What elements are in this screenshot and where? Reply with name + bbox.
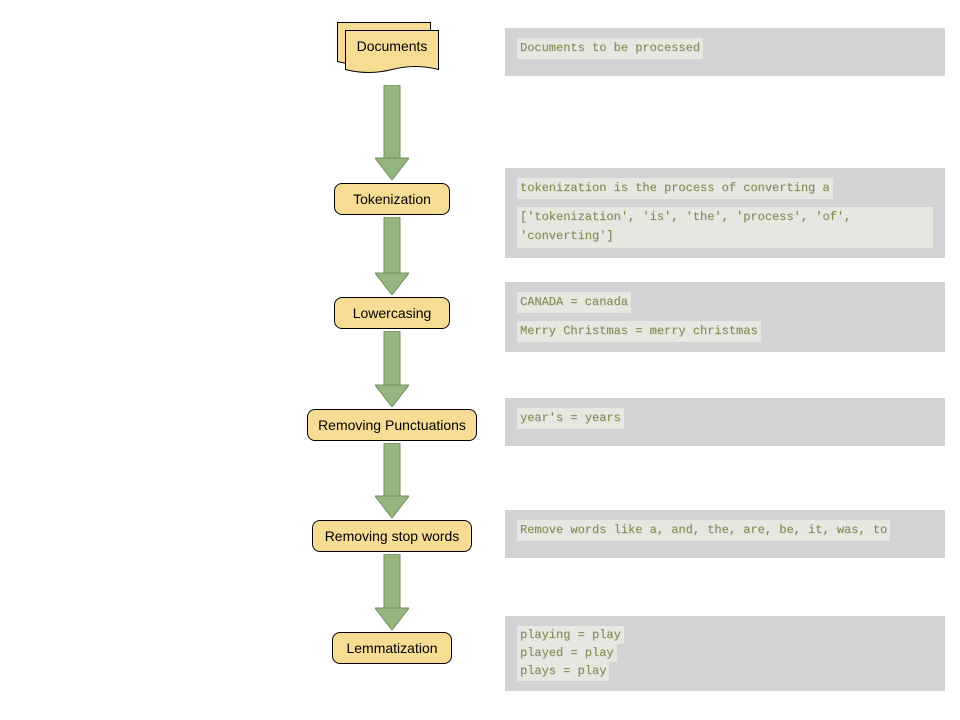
step-label: Lowercasing: [353, 305, 432, 321]
step-node-4: Removing stop words: [312, 520, 472, 552]
step-label: Lemmatization: [346, 640, 437, 656]
description-line: played = play: [517, 644, 617, 662]
step-label: Tokenization: [353, 191, 431, 207]
description-box-4: year's = years: [505, 398, 945, 446]
flow-arrow-1: [375, 85, 409, 180]
description-line: Remove words like a, and, the, are, be, …: [517, 520, 890, 541]
flow-arrow-2: [375, 217, 409, 295]
step-label: Removing stop words: [325, 528, 460, 544]
description-box-6: playing = playplayed = playplays = play: [505, 616, 945, 691]
step-node-1: Tokenization: [334, 183, 450, 215]
step-node-2: Lowercasing: [334, 297, 450, 329]
description-box-3: CANADA = canada Merry Christmas = merry c…: [505, 282, 945, 352]
description-line: playing = play: [517, 626, 624, 644]
description-line: CANADA = canada: [517, 292, 631, 313]
flow-arrow-5: [375, 554, 409, 630]
flow-arrow-4: [375, 443, 409, 518]
description-line: ['tokenization', 'is', 'the', 'process',…: [517, 207, 933, 247]
description-line: year's = years: [517, 408, 624, 429]
step-label: Removing Punctuations: [318, 417, 466, 433]
step-node-3: Removing Punctuations: [307, 409, 477, 441]
description-box-1: Documents to be processed: [505, 28, 945, 76]
description-line: tokenization is the process of convertin…: [517, 178, 833, 199]
description-line: Documents to be processed: [517, 38, 703, 59]
description-box-2: tokenization is the process of convertin…: [505, 168, 945, 258]
description-line: plays = play: [517, 662, 609, 680]
documents-label: Documents: [345, 38, 439, 54]
flow-arrow-3: [375, 331, 409, 407]
step-node-5: Lemmatization: [332, 632, 452, 664]
description-box-5: Remove words like a, and, the, are, be, …: [505, 510, 945, 558]
description-line: Merry Christmas = merry christmas: [517, 321, 761, 342]
